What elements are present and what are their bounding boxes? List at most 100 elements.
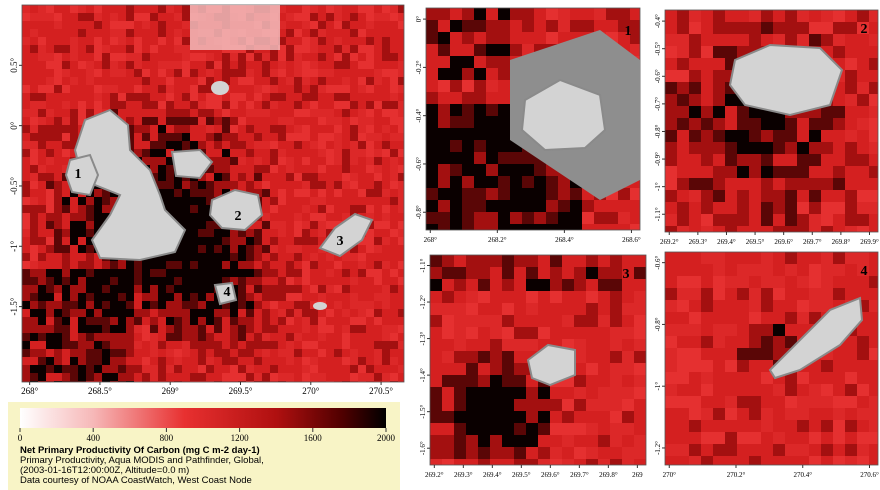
pixel xyxy=(30,85,38,93)
pixel xyxy=(677,360,689,372)
pixel xyxy=(22,285,30,293)
pixel xyxy=(190,197,198,205)
pixel xyxy=(761,408,773,420)
pixel xyxy=(550,447,562,459)
pixel xyxy=(689,70,701,82)
pixel xyxy=(773,384,785,396)
pixel xyxy=(398,189,404,197)
pixel xyxy=(869,264,878,276)
pixel xyxy=(38,213,46,221)
pixel xyxy=(382,365,390,373)
pixel xyxy=(78,69,86,77)
y-tick-label: -1.4° xyxy=(419,368,427,382)
pixel xyxy=(665,408,677,420)
pixel xyxy=(749,456,761,465)
pixel xyxy=(318,21,326,29)
pixel xyxy=(610,375,622,387)
pixel xyxy=(190,189,198,197)
pixel xyxy=(833,360,845,372)
pixel xyxy=(142,309,150,317)
pixel xyxy=(214,157,222,165)
pixel xyxy=(725,312,737,324)
pixel xyxy=(174,189,182,197)
pixel xyxy=(174,53,182,61)
pixel xyxy=(390,253,398,261)
pixel xyxy=(374,277,382,285)
pixel xyxy=(474,188,486,200)
pixel xyxy=(190,245,198,253)
pixel xyxy=(366,21,374,29)
pixel xyxy=(334,309,342,317)
pixel xyxy=(86,5,94,13)
pixel xyxy=(54,309,62,317)
pixel xyxy=(809,300,821,312)
pixel xyxy=(246,93,254,101)
pixel xyxy=(278,293,286,301)
pixel xyxy=(398,61,404,69)
pixel xyxy=(382,197,390,205)
pixel xyxy=(62,53,70,61)
pixel xyxy=(158,357,166,365)
pixel xyxy=(761,300,773,312)
pixel xyxy=(310,141,318,149)
pixel xyxy=(278,189,286,197)
pixel xyxy=(326,205,334,213)
pixel xyxy=(318,173,326,181)
pixel xyxy=(334,181,342,189)
pixel xyxy=(310,269,318,277)
pixel xyxy=(618,212,630,224)
pixel xyxy=(318,373,326,381)
x-tick-label: 269.5° xyxy=(512,471,531,479)
pixel xyxy=(190,349,198,357)
pixel xyxy=(270,93,278,101)
pixel xyxy=(310,117,318,125)
pixel xyxy=(665,312,677,324)
pixel xyxy=(510,20,522,32)
pixel xyxy=(294,365,302,373)
pixel xyxy=(102,77,110,85)
pixel xyxy=(334,341,342,349)
pixel xyxy=(725,384,737,396)
pixel xyxy=(574,303,586,315)
pixel xyxy=(62,301,70,309)
pixel xyxy=(833,252,845,264)
pixel xyxy=(30,229,38,237)
pixel xyxy=(206,245,214,253)
pixel xyxy=(797,396,809,408)
pixel xyxy=(462,176,474,188)
x-tick-label: 270.6° xyxy=(860,471,879,479)
x-tick-label: 269.8° xyxy=(832,238,851,246)
pixel xyxy=(150,325,158,333)
pixel xyxy=(62,101,70,109)
pixel xyxy=(46,29,54,37)
pixel xyxy=(374,221,382,229)
pixel xyxy=(486,152,498,164)
pixel xyxy=(502,411,514,423)
pixel xyxy=(302,189,310,197)
pixel xyxy=(214,117,222,125)
pixel xyxy=(198,253,206,261)
pixel xyxy=(286,301,294,309)
pixel xyxy=(262,325,270,333)
pixel xyxy=(374,213,382,221)
pixel xyxy=(677,10,689,22)
pixel xyxy=(450,8,462,20)
pixel xyxy=(166,117,174,125)
pixel xyxy=(46,53,54,61)
pixel xyxy=(70,237,78,245)
pixel xyxy=(302,197,310,205)
pixel xyxy=(166,69,174,77)
pixel xyxy=(214,309,222,317)
pixel xyxy=(610,255,622,267)
pixel xyxy=(374,21,382,29)
pixel xyxy=(737,456,749,465)
pixel xyxy=(869,252,878,264)
pixel xyxy=(426,152,438,164)
pixel xyxy=(206,125,214,133)
pixel xyxy=(278,165,286,173)
pixel xyxy=(773,456,785,465)
pixel xyxy=(677,178,689,190)
pixel xyxy=(182,37,190,45)
pixel xyxy=(598,303,610,315)
pixel xyxy=(70,341,78,349)
